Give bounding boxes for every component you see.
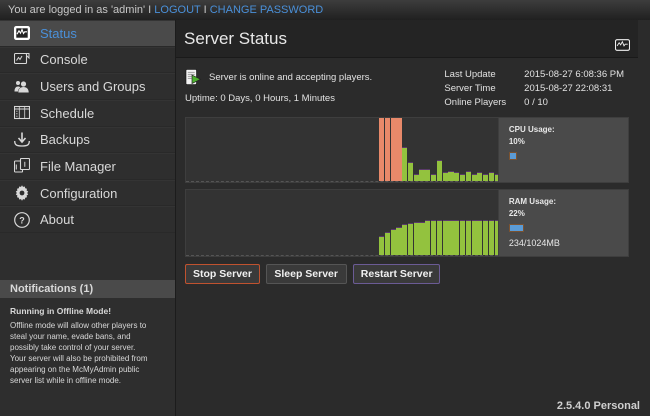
svg-text:?: ? — [19, 215, 25, 225]
